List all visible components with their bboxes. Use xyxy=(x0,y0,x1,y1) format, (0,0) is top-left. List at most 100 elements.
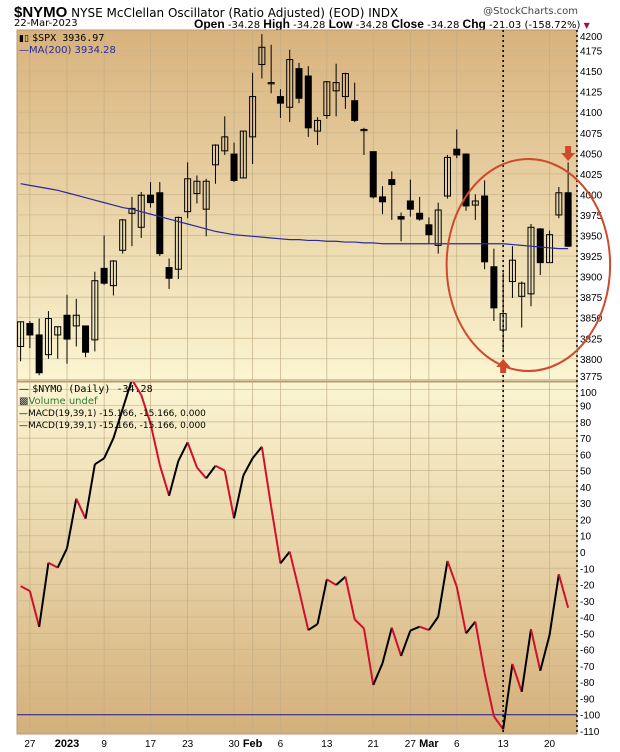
volume-legend: ▩Volume undef xyxy=(19,396,206,408)
nymo-segment xyxy=(372,662,384,686)
bar-chart-icon: ▩ xyxy=(19,396,29,407)
candle-hollow xyxy=(341,73,349,98)
nymo-segment xyxy=(177,441,189,462)
nymo-segment xyxy=(186,441,198,468)
chart-title: $NYMO NYSE McClellan Oscillator (Ratio A… xyxy=(14,4,398,21)
nymo-segment xyxy=(335,575,347,586)
upper-ytick-label: 4025 xyxy=(580,170,603,181)
line-icon: — xyxy=(19,45,29,56)
nymo-segment xyxy=(419,625,430,632)
xtick-label: 2023 xyxy=(55,738,79,750)
nymo-segment xyxy=(112,408,124,439)
nymo-segment xyxy=(149,423,161,466)
candle-hollow xyxy=(555,192,563,216)
down-arrow-icon xyxy=(561,146,576,161)
upper-ytick-label: 4050 xyxy=(580,149,603,160)
chart-header: $NYMO NYSE McClellan Oscillator (Ratio A… xyxy=(0,0,620,31)
candle-hollow xyxy=(249,96,257,138)
candle-filled xyxy=(490,266,498,309)
lower-ytick-label: -40 xyxy=(580,613,595,624)
upper-ytick-label: 4175 xyxy=(580,47,603,58)
upper-ytick-label: 3925 xyxy=(580,252,603,263)
candle-hollow xyxy=(184,178,192,213)
upper-ytick-label: 3950 xyxy=(580,232,603,243)
upper-ytick-label: 4100 xyxy=(580,108,603,119)
macd-legend-1-text: MACD(19,39,1) -15.166, -15.166, 0.000 xyxy=(28,409,206,419)
candle-hollow xyxy=(17,321,25,347)
nymo-segment xyxy=(251,446,263,459)
candle-filled xyxy=(100,267,108,284)
lower-ytick-label: -60 xyxy=(580,646,595,657)
nymo-segment xyxy=(455,586,468,634)
candle-filled xyxy=(425,224,433,236)
lower-ytick-label: 40 xyxy=(580,483,592,494)
upper-ytick-label: 3875 xyxy=(580,293,603,304)
nymo-segment xyxy=(205,465,217,479)
candle-hollow xyxy=(267,82,275,85)
upper-ytick-label: 4200 xyxy=(580,32,603,43)
line-icon: — xyxy=(19,421,28,431)
candle-filled xyxy=(388,179,396,186)
open-value: -34.28 xyxy=(227,20,261,31)
candle-hollow xyxy=(44,318,52,356)
candle-filled xyxy=(147,194,155,204)
candle-hollow xyxy=(221,136,229,152)
nymo-segment xyxy=(298,589,310,631)
nymo-segment xyxy=(428,616,440,631)
nymo-segment xyxy=(409,625,421,632)
line-icon: — xyxy=(19,384,29,395)
nymo-segment xyxy=(390,627,403,657)
macd-legend-2: —MACD(19,39,1) -15.166, -15.166, 0.000 xyxy=(19,420,206,432)
nymo-segment xyxy=(38,562,50,627)
candle-filled xyxy=(397,216,405,220)
candle-hollow xyxy=(314,119,322,132)
date: 22-Mar-2023 xyxy=(14,18,78,29)
low-value: -34.28 xyxy=(355,20,389,31)
nymo-segment xyxy=(121,382,133,410)
lower-ytick-label: 60 xyxy=(580,450,592,461)
lower-ytick-label: 0 xyxy=(580,548,586,559)
candle-hollow xyxy=(527,226,535,295)
candle-hollow xyxy=(193,180,201,195)
nymo-segment xyxy=(344,576,356,620)
nymo-segment xyxy=(158,464,171,496)
lower-ytick-label: -70 xyxy=(580,662,595,673)
nymo-segment xyxy=(196,466,207,479)
candle-hollow xyxy=(471,200,479,206)
nymo-segment xyxy=(493,715,504,730)
nymo-segment xyxy=(215,464,226,472)
xtick-label: 30 xyxy=(228,739,240,750)
xtick-label: 6 xyxy=(454,739,460,750)
nymo-segment xyxy=(520,629,532,692)
candle-filled xyxy=(481,195,489,263)
xtick-label: Feb xyxy=(243,738,263,750)
nymo-segment xyxy=(242,457,254,477)
candle-filled xyxy=(536,228,544,264)
lower-ytick-label: 90 xyxy=(580,402,592,413)
lower-ytick-label: 80 xyxy=(580,418,592,429)
candle-filled xyxy=(35,334,43,374)
symbol: $NYMO xyxy=(14,4,68,21)
nymo-segment xyxy=(530,629,542,671)
lower-ytick-label: -110 xyxy=(580,727,600,738)
lower-ytick-label: 30 xyxy=(580,499,592,510)
close-label: Close xyxy=(391,17,424,31)
upper-ytick-label: 4125 xyxy=(580,88,603,99)
nymo-segment xyxy=(474,621,486,674)
xtick-label: 13 xyxy=(498,739,510,750)
lower-ytick-label: -80 xyxy=(580,678,595,689)
ohlc-readout: Open -34.28 High -34.28 Low -34.28 Close… xyxy=(194,17,590,31)
nymo-segment xyxy=(353,618,365,630)
up-arrow-icon xyxy=(496,359,511,373)
chg-label: Chg xyxy=(462,17,486,31)
xtick-label: 17 xyxy=(145,739,157,750)
triangle-down-icon: ▼ xyxy=(583,21,590,30)
nymo-segment xyxy=(132,382,143,396)
nymo-segment xyxy=(557,574,570,609)
xtick-label: Mar xyxy=(419,738,439,750)
open-label: Open xyxy=(194,17,225,31)
nymo-segment xyxy=(381,627,393,664)
high-label: High xyxy=(263,17,290,31)
upper-ytick-label: 3975 xyxy=(580,211,603,222)
